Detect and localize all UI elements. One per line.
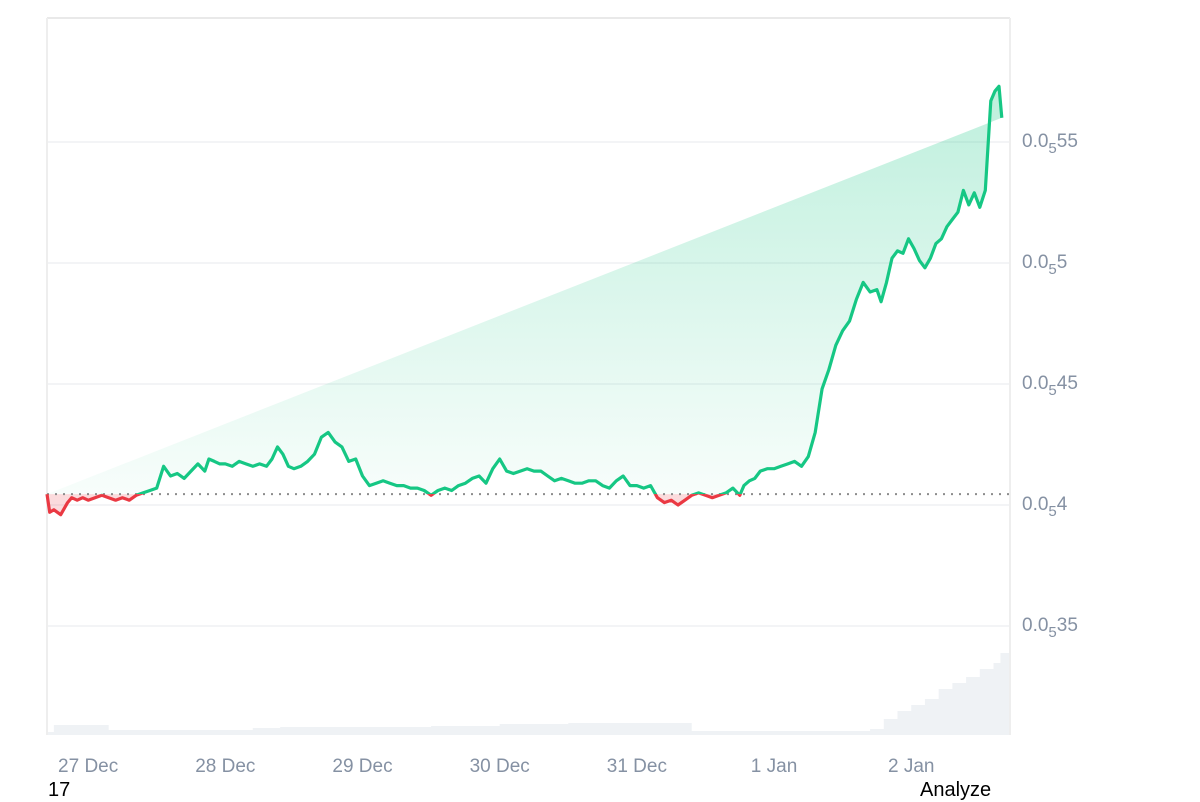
x-tick-label: 30 Dec: [469, 756, 530, 777]
analyze-link[interactable]: Analyze: [920, 779, 992, 801]
price-line: [45, 84, 1004, 517]
x-tick-label: 2 Jan: [887, 756, 935, 777]
x-tick-label: 27 Dec: [58, 756, 119, 777]
y-tick-label: 0.0545: [1022, 373, 1078, 399]
y-tick-label: 0.0535: [1022, 615, 1078, 641]
y-tick-label: 0.055: [1022, 252, 1068, 278]
price-area-fill: [47, 86, 1002, 515]
y-tick-label: 0.054: [1022, 494, 1068, 520]
x-tick-label: 1 Jan: [750, 756, 798, 777]
volume-area: [47, 635, 1010, 735]
x-tick-label: 29 Dec: [332, 756, 393, 777]
footer-left-text: 17: [48, 779, 71, 801]
y-tick-label: 0.0555: [1022, 131, 1078, 157]
plot-frame: [46, 17, 1011, 735]
x-tick-label: 28 Dec: [195, 756, 256, 777]
x-tick-label: 31 Dec: [606, 756, 667, 777]
